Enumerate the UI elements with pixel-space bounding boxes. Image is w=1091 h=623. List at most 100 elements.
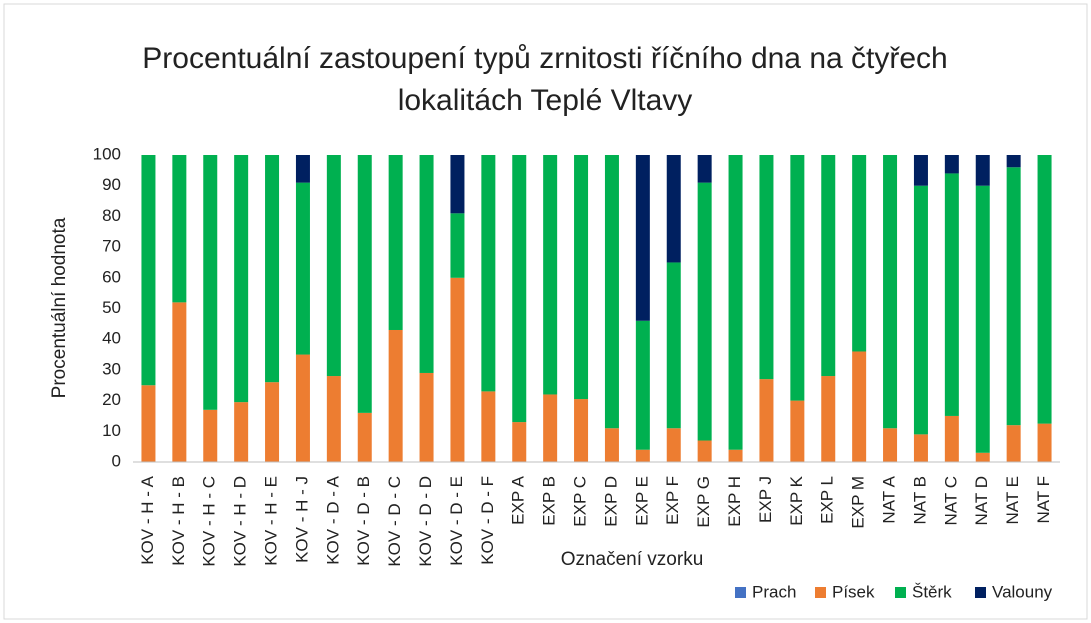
x-tick-label: EXP C bbox=[571, 476, 590, 527]
x-axis-title: Označení vzorku bbox=[561, 549, 704, 570]
x-tick-label: EXP L bbox=[818, 476, 837, 524]
bar-segment bbox=[574, 155, 589, 400]
bar-segment bbox=[635, 449, 650, 462]
x-tick-label: KOV - H - E bbox=[262, 476, 281, 566]
bar-segment bbox=[852, 155, 867, 352]
y-tick-label: 0 bbox=[112, 451, 121, 470]
bar-segment bbox=[1006, 155, 1021, 168]
bar-segment bbox=[419, 155, 434, 373]
bar-segment bbox=[450, 155, 465, 214]
y-tick-label: 70 bbox=[102, 237, 121, 256]
legend-swatch bbox=[975, 587, 986, 598]
bar-segment bbox=[141, 385, 156, 462]
x-tick-label: EXP G bbox=[694, 476, 713, 528]
bar-segment bbox=[635, 155, 650, 321]
bar-segment bbox=[357, 155, 372, 413]
bar-segment bbox=[419, 372, 434, 462]
bar-segment bbox=[543, 155, 558, 395]
bar-segment bbox=[666, 155, 681, 263]
bar-segment bbox=[512, 155, 527, 423]
bar-segment bbox=[697, 155, 712, 183]
x-tick-label: KOV - H - D bbox=[231, 476, 250, 567]
y-tick-label: 10 bbox=[102, 421, 121, 440]
x-tick-label: EXP A bbox=[509, 475, 528, 524]
bar-segment bbox=[481, 155, 496, 392]
x-tick-label: KOV - D - C bbox=[385, 476, 404, 567]
bar-segment bbox=[388, 155, 403, 330]
bar-segment bbox=[295, 354, 310, 462]
bar-segment bbox=[543, 394, 558, 462]
x-tick-label: EXP F bbox=[663, 476, 682, 525]
bar-segment bbox=[790, 400, 805, 462]
bar-segment bbox=[697, 440, 712, 462]
x-tick-label: EXP E bbox=[632, 476, 651, 526]
x-tick-label: KOV - D - E bbox=[447, 476, 466, 566]
bar-segment bbox=[821, 155, 836, 377]
bar-segment bbox=[388, 329, 403, 462]
bar-segment bbox=[326, 376, 341, 462]
bar-segment bbox=[728, 449, 743, 462]
bar-segment bbox=[512, 422, 527, 462]
y-tick-label: 80 bbox=[102, 206, 121, 225]
x-tick-label: EXP D bbox=[601, 476, 620, 527]
x-tick-label: NAT A bbox=[880, 475, 899, 523]
bar-segment bbox=[883, 155, 898, 429]
bar-segment bbox=[975, 452, 990, 462]
x-tick-label: KOV - H - C bbox=[200, 476, 219, 567]
bar-segment bbox=[790, 155, 805, 401]
bar-segment bbox=[1037, 423, 1052, 462]
bar-segment bbox=[357, 412, 372, 462]
bar-segment bbox=[141, 155, 156, 386]
chart-title: Procentuální zastoupení typů zrnitosti ř… bbox=[142, 42, 948, 117]
bar-segment bbox=[265, 382, 280, 462]
x-tick-label: KOV - H - A bbox=[138, 475, 157, 564]
x-tick-label: NAT B bbox=[910, 476, 929, 525]
bar-segment bbox=[944, 155, 959, 174]
x-tick-label: EXP B bbox=[540, 476, 559, 526]
bar-segment bbox=[1006, 167, 1021, 426]
x-tick-label: EXP M bbox=[849, 476, 868, 529]
bar-segment bbox=[295, 155, 310, 183]
bar-segment bbox=[944, 173, 959, 416]
bar-segment bbox=[450, 213, 465, 278]
bar-segment bbox=[759, 155, 774, 380]
bar-segment bbox=[759, 379, 774, 462]
bar-segment bbox=[975, 155, 990, 186]
bar-segment bbox=[234, 402, 249, 462]
y-tick-label: 40 bbox=[102, 329, 121, 348]
bar-segment bbox=[450, 277, 465, 462]
y-tick-label: 50 bbox=[102, 298, 121, 317]
bar-segment bbox=[944, 415, 959, 462]
x-tick-label: NAT C bbox=[941, 476, 960, 525]
bar-segment bbox=[728, 155, 743, 450]
bar-segment bbox=[1006, 425, 1021, 462]
bar-segment bbox=[883, 428, 898, 462]
bar-segment bbox=[975, 185, 990, 453]
bar-segment bbox=[234, 155, 249, 403]
bar-segment bbox=[852, 351, 867, 462]
y-tick-label: 30 bbox=[102, 359, 121, 378]
bar-segment bbox=[295, 182, 310, 355]
bar-segment bbox=[604, 428, 619, 462]
legend-label: Valouny bbox=[992, 582, 1053, 601]
legend-swatch bbox=[735, 587, 746, 598]
bar-segment bbox=[172, 302, 187, 462]
bar-segment bbox=[697, 182, 712, 441]
y-tick-label: 90 bbox=[102, 175, 121, 194]
x-tick-label: EXP J bbox=[756, 476, 775, 523]
bar-segment bbox=[203, 155, 218, 410]
bar-segment bbox=[604, 155, 619, 429]
legend-swatch bbox=[895, 587, 906, 598]
bar-segment bbox=[821, 376, 836, 462]
legend-swatch bbox=[815, 587, 826, 598]
chart-border bbox=[3, 3, 1088, 620]
bar-segment bbox=[1037, 155, 1052, 424]
y-tick-label: 60 bbox=[102, 267, 121, 286]
legend-label: Prach bbox=[752, 582, 796, 601]
bar-segment bbox=[913, 434, 928, 462]
x-tick-label: KOV - D - B bbox=[354, 476, 373, 566]
bar-segment bbox=[666, 262, 681, 429]
bar-segment bbox=[913, 185, 928, 435]
